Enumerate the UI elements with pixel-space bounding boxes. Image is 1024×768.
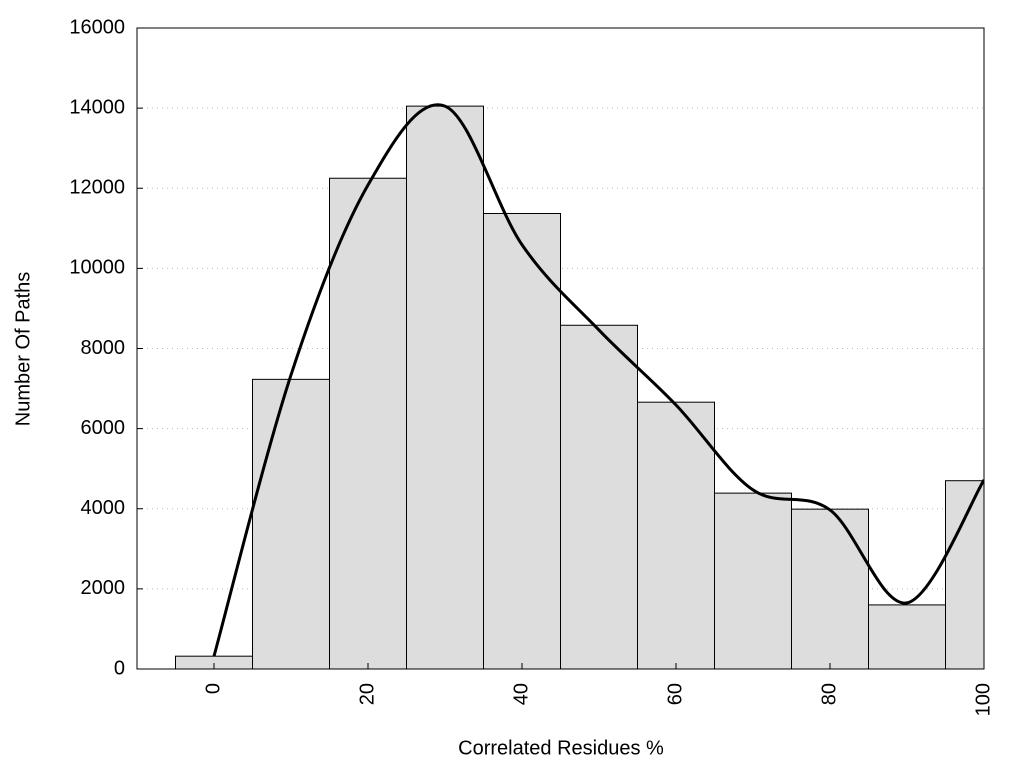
bar: [637, 401, 715, 669]
y-tick-label: 10000: [69, 257, 125, 279]
y-tick-label: 12000: [69, 177, 125, 199]
bar: [560, 324, 638, 669]
y-axis-title: Number Of Paths: [12, 272, 34, 427]
y-tick-label: 6000: [81, 417, 126, 439]
x-tick-label: 100: [972, 683, 994, 716]
bar: [868, 604, 946, 669]
bar: [252, 378, 330, 669]
bar: [945, 480, 984, 669]
x-tick-label: 40: [510, 683, 532, 705]
y-tick-label: 16000: [69, 16, 125, 38]
x-tick-label: 20: [356, 683, 378, 705]
bar: [714, 492, 792, 669]
y-tick-label: 14000: [69, 96, 125, 118]
bar: [791, 508, 869, 669]
bar: [406, 105, 484, 669]
y-tick-label: 2000: [81, 577, 126, 599]
x-tick-label: 80: [818, 683, 840, 705]
x-axis-title: Correlated Residues %: [458, 737, 664, 759]
bar: [329, 177, 407, 669]
y-tick-label: 4000: [81, 497, 126, 519]
y-tick-label: 8000: [81, 337, 126, 359]
bar: [483, 212, 561, 669]
y-tick-label: 0: [114, 657, 125, 679]
x-tick-label: 0: [202, 683, 224, 694]
smooth-line: [212, 103, 984, 657]
x-tick-label: 60: [664, 683, 686, 705]
